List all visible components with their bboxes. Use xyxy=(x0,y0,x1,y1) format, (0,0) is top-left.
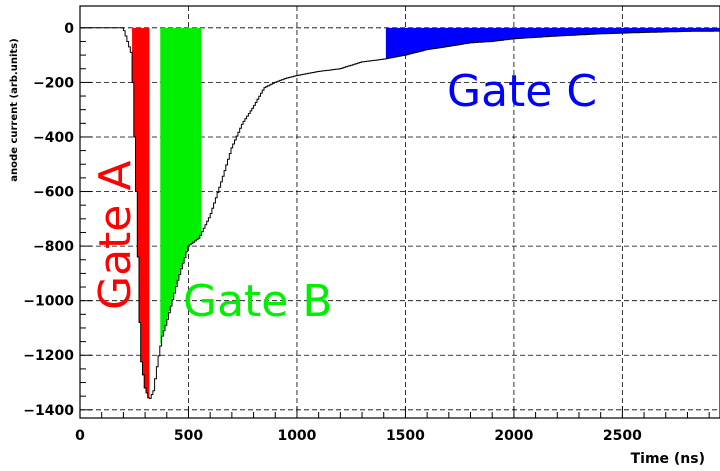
y-tick-label: −200 xyxy=(33,75,74,91)
x-tick-label: 1500 xyxy=(386,428,425,444)
gate-c-label: Gate C xyxy=(447,66,597,117)
y-tick-label: −800 xyxy=(33,239,74,255)
x-tick-labels: 0 500 1000 1500 2000 2500 xyxy=(75,428,642,444)
y-tick-label: −1200 xyxy=(23,348,74,364)
gate-a-label: Gate A xyxy=(90,161,141,310)
gate-a-fill xyxy=(132,27,150,398)
axis-ticks xyxy=(79,27,710,418)
y-axis-title: anode current (arb.units) xyxy=(9,38,20,181)
x-tick-label: 2500 xyxy=(603,428,642,444)
gate-b-fill xyxy=(160,27,202,344)
x-tick-label: 2000 xyxy=(494,428,533,444)
gate-fills xyxy=(132,27,720,398)
x-axis-title: Time (ns) xyxy=(631,451,705,467)
y-tick-labels: 0 −200 −400 −600 −800 −1000 −1200 −1400 xyxy=(23,21,74,419)
gate-c-fill xyxy=(385,27,720,59)
x-tick-label: 500 xyxy=(174,428,203,444)
plot-frame xyxy=(79,5,720,419)
y-tick-label: −1000 xyxy=(23,294,74,310)
gate-b-label: Gate B xyxy=(183,276,333,327)
signal-curve xyxy=(80,27,720,399)
y-tick-label: 0 xyxy=(64,21,74,37)
x-tick-label: 0 xyxy=(75,428,85,444)
y-tick-label: −600 xyxy=(33,185,74,201)
x-tick-label: 1000 xyxy=(277,428,316,444)
y-tick-label: −400 xyxy=(33,130,74,146)
y-tick-label: −1400 xyxy=(23,403,74,419)
